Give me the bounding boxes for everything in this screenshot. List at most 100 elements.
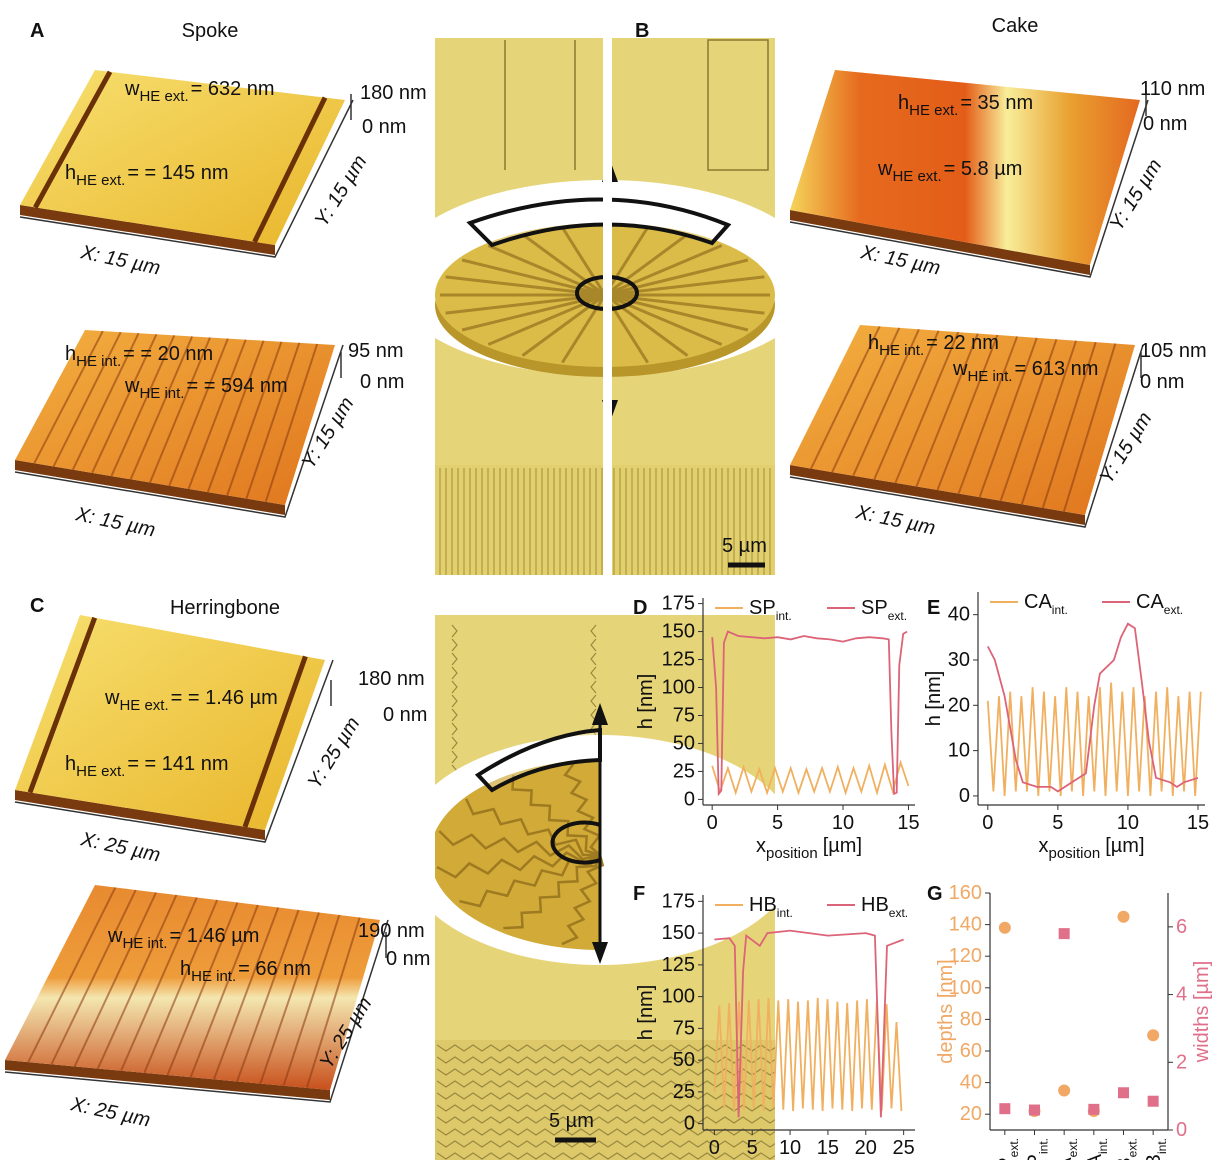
subscript: HE ext. [892,168,941,185]
x-tick-label: 0 [709,1137,720,1159]
y-tick-label: 60 [960,1040,982,1062]
panel-label: C [30,595,44,617]
width-point [1029,1105,1040,1116]
subscript: HE ext. [76,172,125,189]
x-tick-label: 0 [707,812,718,834]
subscript: ext. [889,906,908,920]
symbol: w [124,78,140,100]
symbol: w [104,687,120,709]
y-tick-label: 100 [662,986,695,1008]
subscript: HE int. [76,353,121,370]
text: = = 145 nm [127,162,228,184]
y-tick-label: 175 [662,593,695,615]
symbol: w [952,358,968,380]
width-point [999,1103,1010,1114]
x-tick-label: 15 [1187,812,1209,834]
symbol: HB [749,894,777,916]
y-tick-label: 40 [960,1072,982,1094]
y-size-label: Y: 25 µm [304,713,365,792]
x-size-label: X: 15 µm [73,503,157,541]
subscript: position [1049,845,1101,862]
y-axis-label: depths [nm] [935,959,957,1064]
y-axis-label: h [nm] [635,985,657,1041]
symbol: SP [749,597,776,619]
text: = 5.8 µm [944,158,1023,180]
x-size-label: X: 15 µm [853,501,937,539]
z-min-label: 0 nm [1143,113,1187,135]
symbol: HB [861,894,889,916]
symbol: h [65,162,76,184]
z-min-label: 0 nm [360,371,404,393]
subscript: HE ext. [119,697,168,714]
symbol: CA [1136,591,1164,613]
text: = = 141 nm [127,753,228,775]
y-tick-label: 25 [673,760,695,782]
sem-top [390,38,820,575]
y-tick-label: 150 [662,922,695,944]
y-tick-label: 175 [662,890,695,912]
symbol: h [868,332,879,354]
unit: [µm] [823,835,862,857]
y2-axis-label: widths [µm] [1191,961,1213,1064]
y-axis-label: h [nm] [923,671,945,727]
text: = 613 nm [1014,358,1098,380]
z-max-label: 110 nm [1140,78,1205,100]
subscript: int. [1037,1138,1051,1154]
subscript: HE ext. [909,102,958,119]
y-tick-label: 100 [662,677,695,699]
symbol: w [877,158,893,180]
text: = 1.46 µm [169,925,259,947]
y-tick-label: 50 [673,1049,695,1071]
x-tick-label: 0 [982,812,993,834]
x-tick-label: 20 [855,1137,877,1159]
width-point [1148,1096,1159,1107]
y2-tick-label: 2 [1176,1051,1187,1073]
subscript: HE int. [879,342,924,359]
symbol: w [124,375,140,397]
text: = 22 nm [926,332,999,354]
x-tick-label: 15 [817,1137,839,1159]
y-tick-label: 0 [684,788,695,810]
legend-label: CAint. [1024,591,1068,617]
subscript: int. [777,906,793,920]
panel-label: G [927,883,943,905]
y-tick-label: 40 [948,604,970,626]
depth-point [1058,1085,1070,1097]
subscript: int. [1155,1138,1169,1154]
width-point [1059,928,1070,939]
y-tick-label: 75 [673,1017,695,1039]
x-tick-label: 10 [832,812,854,834]
y-tick-label: 20 [960,1103,982,1125]
x-tick-label: CAext. [1054,1138,1080,1160]
y-tick-label: 25 [673,1081,695,1103]
text: = 35 nm [960,92,1033,114]
width-point [1118,1087,1129,1098]
text: = 66 nm [238,958,311,980]
series-line [988,683,1201,796]
panel-title: Spoke [182,20,239,42]
symbol: CA [1024,591,1052,613]
symbol: h [65,343,76,365]
y-tick-label: 125 [662,954,695,976]
x-tick-label: 10 [779,1137,801,1159]
x-tick-label: SPext. [995,1138,1021,1160]
legend-label: SPext. [861,597,907,623]
y-axis-label: h [nm] [635,674,657,730]
z-min-label: 0 nm [383,704,427,726]
symbol: w [107,925,123,947]
subscript: ext. [1066,1138,1080,1157]
y-tick-label: 75 [673,704,695,726]
panel-label: D [633,597,647,619]
x-tick-label: 5 [772,812,783,834]
z-max-label: 95 nm [348,340,404,362]
x-tick-label: HBint. [1143,1138,1169,1160]
text: = = 1.46 µm [171,687,278,709]
depth-point [999,922,1011,934]
symbol: x [1039,835,1049,857]
scale-bar-label: 5 µm [722,535,767,557]
symbol: x [756,835,766,857]
z-min-label: 0 nm [362,116,406,138]
y-tick-label: 160 [949,882,982,904]
y2-tick-label: 6 [1176,916,1187,938]
subscript: position [766,845,818,862]
